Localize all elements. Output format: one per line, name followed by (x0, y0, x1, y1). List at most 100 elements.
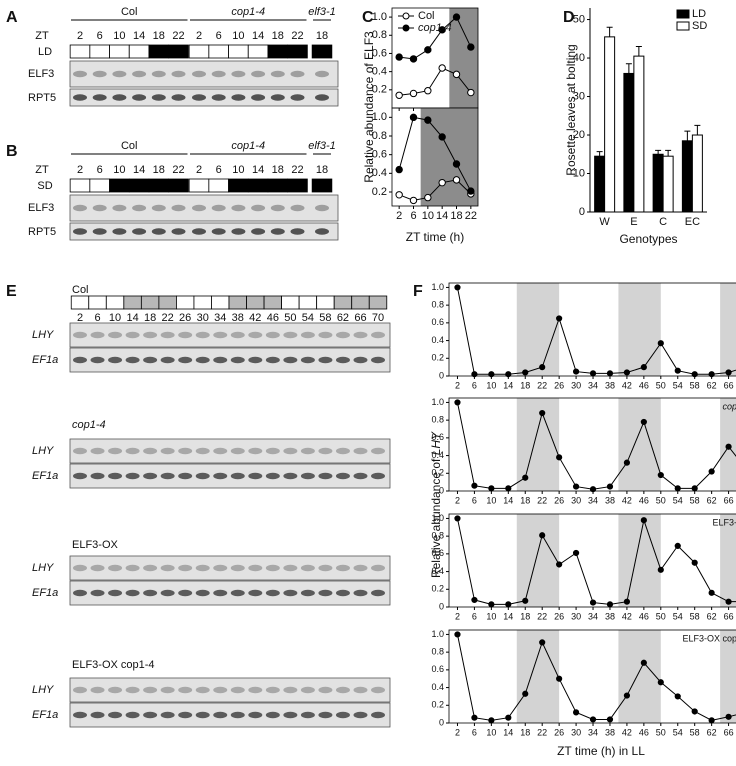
shaded-band (618, 398, 661, 491)
blot-band (125, 589, 140, 597)
blot-band (300, 447, 315, 455)
blot-band (112, 228, 127, 235)
photoperiod-box (176, 295, 195, 310)
blot-band (251, 204, 266, 212)
chart-title: cop1-4 (722, 401, 736, 411)
data-point (395, 53, 403, 61)
blot-band (125, 331, 140, 339)
photoperiod-box (311, 178, 333, 193)
zt-label: 2 (77, 312, 83, 324)
blot-band (213, 356, 228, 364)
zt-label: 46 (267, 312, 279, 324)
data-point (657, 340, 664, 347)
blot-band (90, 589, 105, 597)
photoperiod-box (247, 178, 269, 193)
x-tick-label: 46 (639, 611, 649, 621)
blot-band (192, 228, 206, 235)
x-tick-label: 62 (707, 380, 717, 390)
legend-marker (402, 24, 410, 32)
data-point (725, 713, 732, 720)
blot-band (318, 472, 333, 480)
legend-swatch (676, 9, 690, 19)
blot-band (318, 686, 333, 694)
zt-label: 10 (232, 30, 244, 42)
chart-title: ELF3-OX (712, 517, 736, 527)
blot-band (90, 686, 105, 694)
blot-band (192, 204, 206, 212)
legend-marker (402, 12, 410, 20)
group-name: cop1-4 (231, 6, 265, 18)
zt-label: 58 (319, 312, 331, 324)
x-tick-label: 38 (605, 380, 615, 390)
blot-band (230, 472, 245, 480)
blot-band (270, 204, 285, 212)
photoperiod-box (148, 178, 170, 193)
data-point (488, 601, 495, 608)
zt-label: 18 (316, 30, 328, 42)
zt-label: 34 (214, 312, 226, 324)
blot-band (315, 204, 329, 212)
y-tick-label: 0.2 (372, 84, 387, 96)
blot-band (231, 228, 246, 235)
data-point (623, 692, 631, 699)
y-tick-label: 0.8 (372, 130, 387, 142)
blot-band (300, 564, 315, 572)
blot-band (353, 564, 368, 572)
blot-band (283, 356, 298, 364)
blot-band (143, 711, 158, 719)
y-tick-label: 0 (439, 370, 444, 380)
zt-label: 6 (94, 312, 100, 324)
blot-band (230, 589, 245, 597)
blot-band (90, 472, 105, 480)
zt-label: 22 (162, 312, 174, 324)
data-point (539, 409, 546, 417)
blot-band (151, 204, 166, 212)
x-axis-label: ZT time (h) (406, 230, 464, 244)
row-label: RPT5 (28, 92, 56, 104)
blot-band (143, 564, 158, 572)
y-tick-label: 0.2 (431, 353, 444, 363)
blot-name: cop1-4 (72, 419, 106, 431)
bar (623, 72, 635, 213)
zt-label: 18 (144, 312, 156, 324)
photoperiod-box (128, 178, 150, 193)
data-point (409, 89, 418, 98)
blot-band (290, 204, 305, 212)
blot-band (108, 686, 123, 694)
row-label: EF1a (32, 470, 58, 482)
blot-band (73, 331, 87, 339)
blot-band (335, 589, 350, 597)
blot-band (108, 447, 123, 455)
blot-band (192, 94, 206, 101)
y-tick-label: 1.0 (372, 11, 387, 23)
row-label: LHY (32, 562, 54, 574)
blot-band (283, 711, 298, 719)
blot-band (283, 686, 298, 694)
zt-label: 6 (97, 30, 103, 42)
blot-band (73, 70, 87, 78)
data-point (505, 601, 512, 608)
x-tick-label: 2 (455, 611, 460, 621)
zt-label: 70 (372, 312, 384, 324)
data-point (572, 549, 580, 557)
blot-band (230, 711, 245, 719)
x-tick-label: 14 (503, 495, 513, 505)
x-axis-label: Genotypes (619, 232, 677, 246)
data-point (640, 418, 647, 426)
data-point (657, 679, 664, 686)
x-tick-label: 34 (588, 611, 598, 621)
photoperiod-box (228, 295, 247, 310)
x-tick-label: 66 (724, 380, 734, 390)
blot-band (290, 94, 305, 101)
x-tick-label: 10 (486, 727, 496, 737)
y-tick-label: 0.6 (431, 317, 444, 327)
x-tick-label: 54 (673, 727, 683, 737)
blot-band (231, 94, 246, 101)
x-tick-label: 42 (622, 380, 632, 390)
blot-band (300, 472, 315, 480)
zt-label: 18 (272, 164, 284, 176)
photoperiod-box (246, 295, 265, 310)
blot-band (132, 204, 147, 212)
series-line (456, 287, 736, 375)
photoperiod-box (247, 44, 269, 59)
